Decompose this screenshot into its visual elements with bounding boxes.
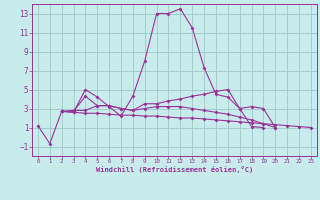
X-axis label: Windchill (Refroidissement éolien,°C): Windchill (Refroidissement éolien,°C): [96, 166, 253, 173]
